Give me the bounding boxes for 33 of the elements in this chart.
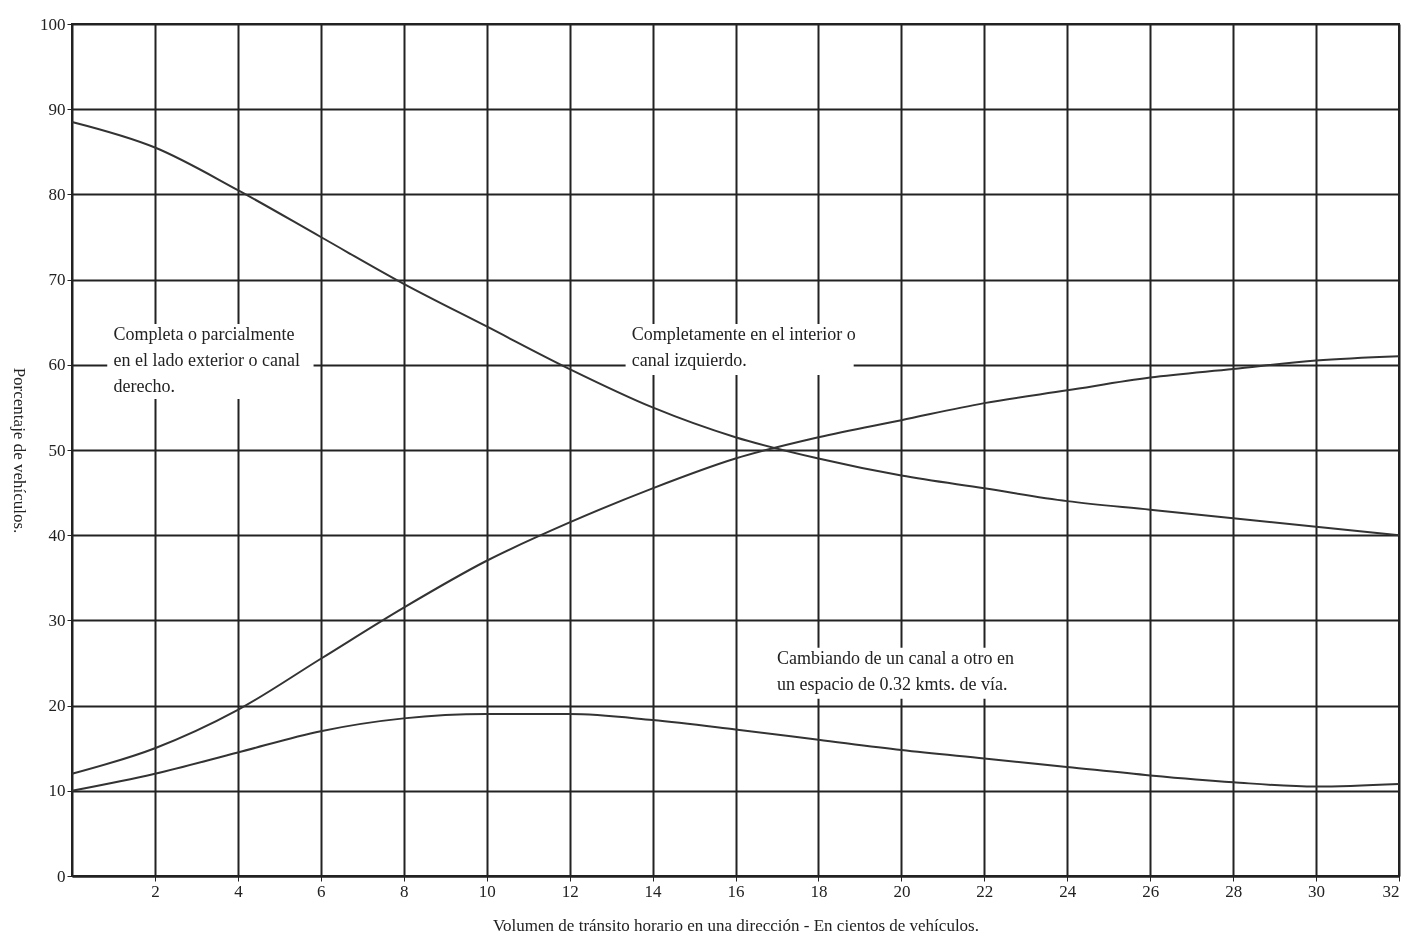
x-tick-label: 8 (400, 881, 409, 901)
x-tick-label: 2 (151, 881, 160, 901)
y-tick-label: 30 (48, 610, 66, 630)
annotation: Completamente en el interior o canal izquierdo. (631, 324, 856, 371)
x-tick-label: 32 (1382, 881, 1400, 901)
y-tick-label: 0 (57, 866, 66, 886)
x-tick-label: 16 (727, 881, 745, 901)
y-tick-label: 90 (48, 99, 66, 119)
x-tick-label: 10 (478, 881, 496, 901)
y-tick-label: 20 (48, 696, 66, 716)
x-tick-label: 30 (1308, 881, 1326, 901)
y-tick-label: 10 (48, 781, 66, 801)
x-tick-label: 6 (317, 881, 326, 901)
x-tick-label: 22 (976, 881, 994, 901)
x-tick-label: 18 (810, 881, 828, 901)
x-tick-label: 26 (1142, 881, 1160, 901)
annotation: Completa o parcialmente en el lado exterior o canal derecho. (113, 324, 300, 397)
y-tick-label: 80 (48, 184, 66, 204)
annotation: Cambiando de un canal a otro en un espacio de 0.32 kmts. de vía. (776, 648, 1014, 695)
x-tick-label: 28 (1225, 881, 1243, 901)
x-tick-label: 20 (893, 881, 911, 901)
x-tick-label: 14 (644, 881, 663, 901)
x-tick-label: 4 (234, 881, 244, 901)
x-axis-title: Volumen de tránsito horario en una dirección - En cientos de vehículos. (493, 915, 979, 935)
y-tick-label: 40 (48, 525, 66, 545)
y-axis-title: Porcentaje de vehículos. (10, 367, 29, 534)
line-series (71, 713, 1400, 792)
x-tick-label: 24 (1059, 881, 1077, 901)
y-tick-label: 100 (40, 14, 66, 34)
y-tick-label: 70 (48, 270, 66, 290)
x-tick-label: 12 (561, 881, 579, 901)
y-tick-label: 50 (48, 440, 66, 460)
y-tick-label: 60 (48, 355, 66, 375)
